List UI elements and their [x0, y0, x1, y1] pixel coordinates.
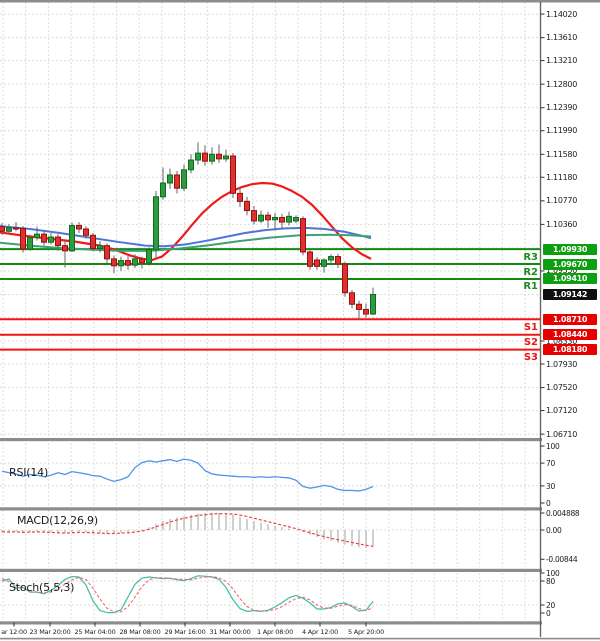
grid-lines	[0, 2, 541, 620]
axis-ticks	[13, 13, 545, 627]
stoch-lines	[1, 575, 374, 614]
support-resistance-lines	[0, 248, 541, 351]
rsi-line	[1, 458, 374, 492]
candlesticks	[0, 142, 376, 320]
macd-line	[1, 513, 374, 547]
